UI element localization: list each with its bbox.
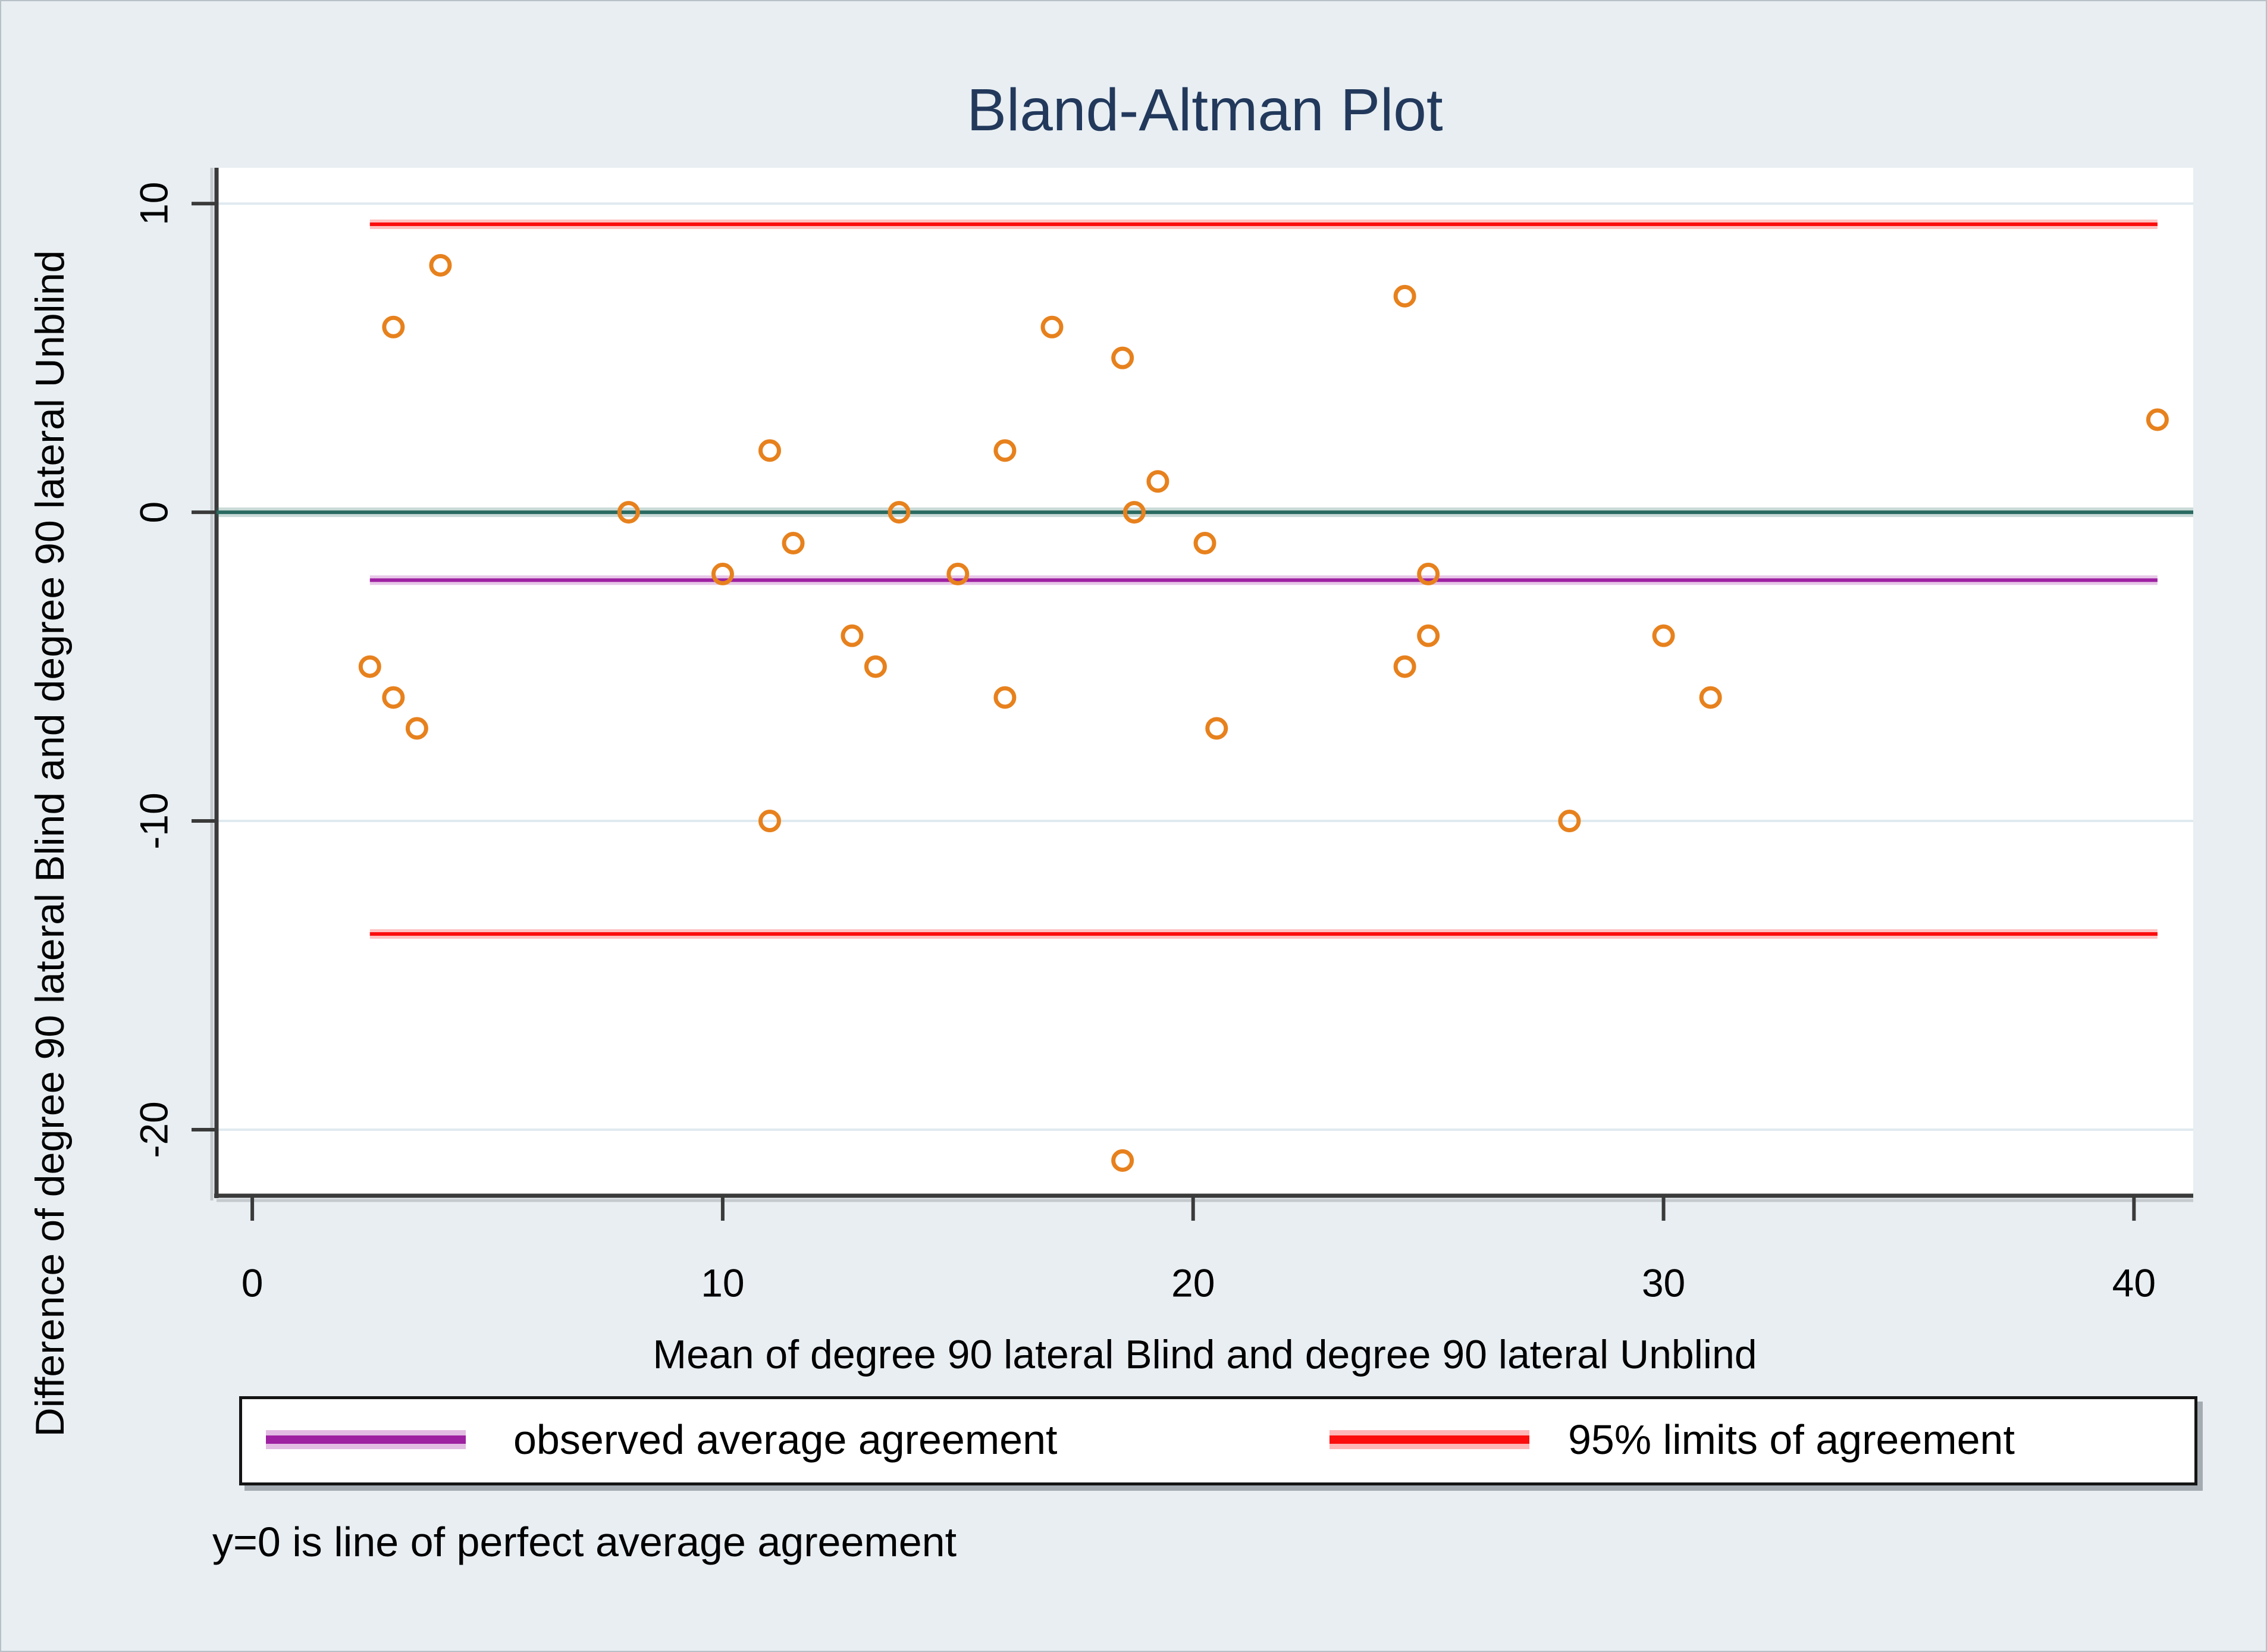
data-point [1111,1149,1134,1172]
legend-label-observed-average: observed average agreement [513,1416,1058,1463]
x-tick-label: 30 [1642,1261,1685,1305]
data-point [1111,346,1134,369]
scatter-points [358,253,2169,1172]
y-tick-label: 0 [131,501,175,524]
legend-label-95-limits: 95% limits of agreement [1568,1416,2015,1463]
data-point [382,686,405,709]
data-point [1122,501,1146,524]
data-point [758,810,781,833]
data-point [993,686,1017,709]
legend-box: observed average agreement 95% limits of… [239,1396,2197,1485]
data-point [711,562,734,585]
x-tick-label: 10 [701,1261,744,1305]
chart-title: Bland-Altman Plot [967,77,1443,143]
data-point [1393,284,1416,308]
data-point [2146,408,2169,431]
data-point [358,655,381,678]
data-point [1146,470,1169,493]
data-point [1558,810,1581,833]
data-point [758,439,781,462]
plot-background [217,168,2193,1196]
swatch-core [266,1435,466,1444]
y-tick-label: -10 [131,792,175,849]
y-axis-title: Difference of degree 90 lateral Blind an… [27,250,73,1437]
data-point [782,532,805,555]
data-point [1040,315,1064,338]
footnote: y=0 is line of perfect average agreement [212,1519,957,1565]
axis-ticks [192,202,2136,1221]
swatch-core [1330,1435,1529,1444]
data-point [617,501,640,524]
data-point [429,253,452,277]
data-point [405,717,428,740]
data-point [993,439,1017,462]
data-point [1393,655,1416,678]
data-point [946,562,970,585]
data-point [1417,562,1440,585]
data-point [382,315,405,338]
observed-average-line-swatch [266,1430,466,1449]
data-point [841,624,864,647]
x-tick-label: 20 [1171,1261,1215,1305]
data-point [1417,624,1440,647]
y-tick-label: -20 [131,1101,175,1158]
x-tick-label: 40 [2112,1261,2156,1305]
reference-lines [217,219,2193,939]
data-point [888,501,911,524]
data-point [1699,686,1722,709]
data-point [1652,624,1675,647]
limits-of-agreement-line-swatch [1330,1430,1529,1449]
axis-tick-labels: 0 10 20 30 40 10 0 -10 -20 [131,181,2156,1305]
data-point [1205,717,1228,740]
data-point [1193,532,1216,555]
x-tick-label: 0 [242,1261,264,1305]
y-tick-label: 10 [131,181,175,225]
data-point [864,655,887,678]
x-axis-title: Mean of degree 90 lateral Blind and degr… [653,1332,1757,1377]
